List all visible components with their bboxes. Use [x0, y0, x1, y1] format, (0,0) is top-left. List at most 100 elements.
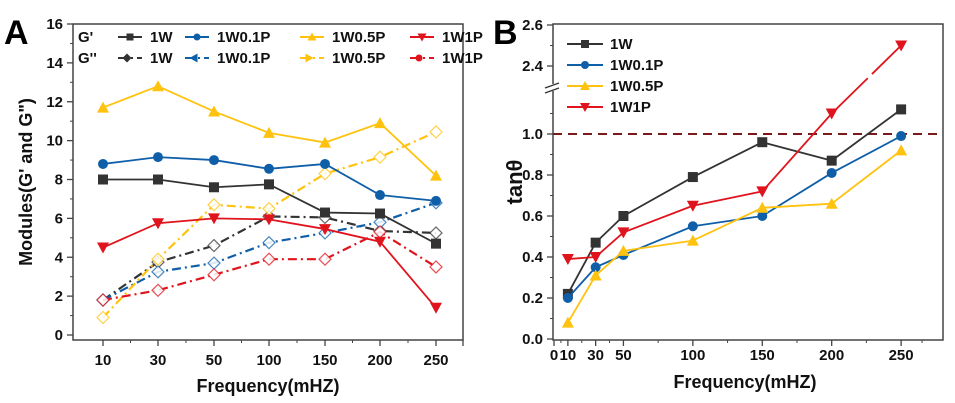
- axis-break-mark: [544, 82, 560, 89]
- panel-b-series: [561, 40, 908, 328]
- series-line: [831, 108, 902, 162]
- legend-marker: [580, 103, 590, 112]
- data-point: [373, 150, 387, 164]
- axis-break-icon: [544, 82, 561, 94]
- panel-a-y-axis: 0 2 4 6 8 10 12 14 16: [46, 16, 73, 344]
- data-point: [209, 155, 219, 166]
- series-line: [692, 206, 763, 242]
- x-tick-label: 30: [587, 347, 604, 364]
- data-point: [429, 125, 443, 139]
- y-tick-label: 2.6: [522, 17, 543, 34]
- data-point: [896, 131, 907, 142]
- data-point: [97, 242, 109, 254]
- series-line: [831, 77, 869, 115]
- y-tick-label: 6: [55, 210, 63, 227]
- series-line: [762, 202, 832, 209]
- series-line: [831, 149, 902, 205]
- legend-label: 1W1P: [442, 50, 483, 67]
- y-tick-label: 8: [55, 172, 63, 189]
- data-point: [756, 201, 769, 213]
- data-point: [151, 264, 165, 279]
- data-point: [590, 262, 601, 273]
- data-point: [429, 260, 443, 274]
- x-tick-label: 150: [750, 347, 775, 364]
- panel-b-x-label: Frequency(mHZ): [673, 372, 816, 392]
- data-point: [617, 244, 630, 256]
- x-tick-label: 50: [206, 352, 223, 369]
- panel-a-frame: [72, 23, 464, 341]
- data-point: [825, 197, 838, 209]
- data-point: [208, 213, 220, 225]
- panel-a-x-axis: 10 30 50 100 150 200 250: [95, 340, 464, 369]
- data-point: [319, 136, 331, 148]
- legend-row-label-g-prime: G': [78, 29, 93, 46]
- series-1w1p-g-prime: [97, 213, 442, 314]
- panel-b-letter: B: [493, 14, 518, 52]
- data-point: [686, 200, 699, 212]
- data-point: [207, 267, 221, 282]
- legend-label: 1W: [150, 29, 173, 46]
- series-line: [761, 172, 833, 217]
- series-line: [871, 44, 902, 75]
- panel-b-legend: 1W 1W0.1P 1W0.5P 1W1P: [567, 36, 663, 116]
- data-point: [757, 211, 768, 221]
- data-point: [430, 302, 442, 314]
- data-point: [589, 252, 602, 263]
- legend-item: 1W0.5P: [300, 29, 385, 46]
- legend-item: 1W1P: [567, 99, 651, 116]
- x-tick-label: 0: [550, 347, 558, 364]
- data-point: [318, 166, 332, 181]
- y-tick-label: 0: [55, 327, 63, 344]
- legend-marker: [581, 61, 589, 69]
- x-tick-label: 30: [150, 352, 167, 369]
- legend-item: 1W0.5P: [567, 78, 663, 95]
- x-tick-label: 50: [615, 347, 632, 364]
- y-tick-label: 4: [55, 249, 64, 266]
- series-line: [692, 141, 763, 178]
- panel-a-legend: G' G'' 1W 1W0.1P 1W0.5P 1W1P 1W 1W0.1P 1W0.5P 1W1…: [78, 29, 483, 67]
- panel-a-y-label: Modules(G' and G"): [16, 98, 36, 266]
- data-point: [207, 238, 221, 253]
- y-tick-label: 0.8: [522, 167, 543, 184]
- legend-marker: [580, 81, 590, 90]
- panel-a: A 0 2 4 6 8 10 12 14 16 10 30 50 100 150 200 250 G' G''…: [4, 14, 483, 396]
- legend-marker: [193, 33, 201, 41]
- legend-item: 1W0.1P: [185, 29, 270, 46]
- series-line: [623, 239, 693, 252]
- series-1w05p: [561, 144, 908, 328]
- data-point: [895, 40, 908, 52]
- series-line: [622, 176, 694, 217]
- legend-item: 1W: [567, 36, 633, 53]
- data-point: [561, 316, 574, 328]
- data-point: [895, 144, 908, 156]
- y-tick-label: 14: [46, 55, 63, 72]
- data-point: [152, 218, 164, 230]
- legend-label: 1W0.1P: [217, 50, 270, 67]
- legend-label: 1W1P: [610, 99, 651, 116]
- legend-item: 1W0.5P: [300, 50, 385, 67]
- data-point: [98, 158, 108, 169]
- data-point: [373, 225, 387, 239]
- data-point: [431, 195, 441, 206]
- panel-b: B 0.0 0.2 0.4 0.6 0.8 1.0 2.4 2.6 0 10 30 50 100 150…: [493, 14, 944, 392]
- legend-label: 1W0.5P: [332, 50, 385, 67]
- data-point: [98, 174, 108, 185]
- data-point: [96, 293, 110, 307]
- data-point: [589, 269, 602, 281]
- data-point: [207, 197, 221, 212]
- data-point: [96, 310, 110, 325]
- data-point: [562, 293, 573, 303]
- series-line: [567, 242, 597, 295]
- data-point: [618, 211, 629, 221]
- x-tick-label: 150: [312, 352, 337, 369]
- x-tick-label: 200: [819, 347, 844, 364]
- data-point: [151, 252, 165, 267]
- legend-label: 1W0.5P: [610, 78, 663, 95]
- data-point: [318, 252, 332, 267]
- data-point: [209, 182, 219, 193]
- legend-marker: [417, 33, 427, 42]
- data-point: [262, 252, 276, 267]
- x-tick-label: 100: [680, 347, 705, 364]
- data-point: [263, 126, 275, 138]
- panel-b-y-label: tanθ: [502, 160, 527, 205]
